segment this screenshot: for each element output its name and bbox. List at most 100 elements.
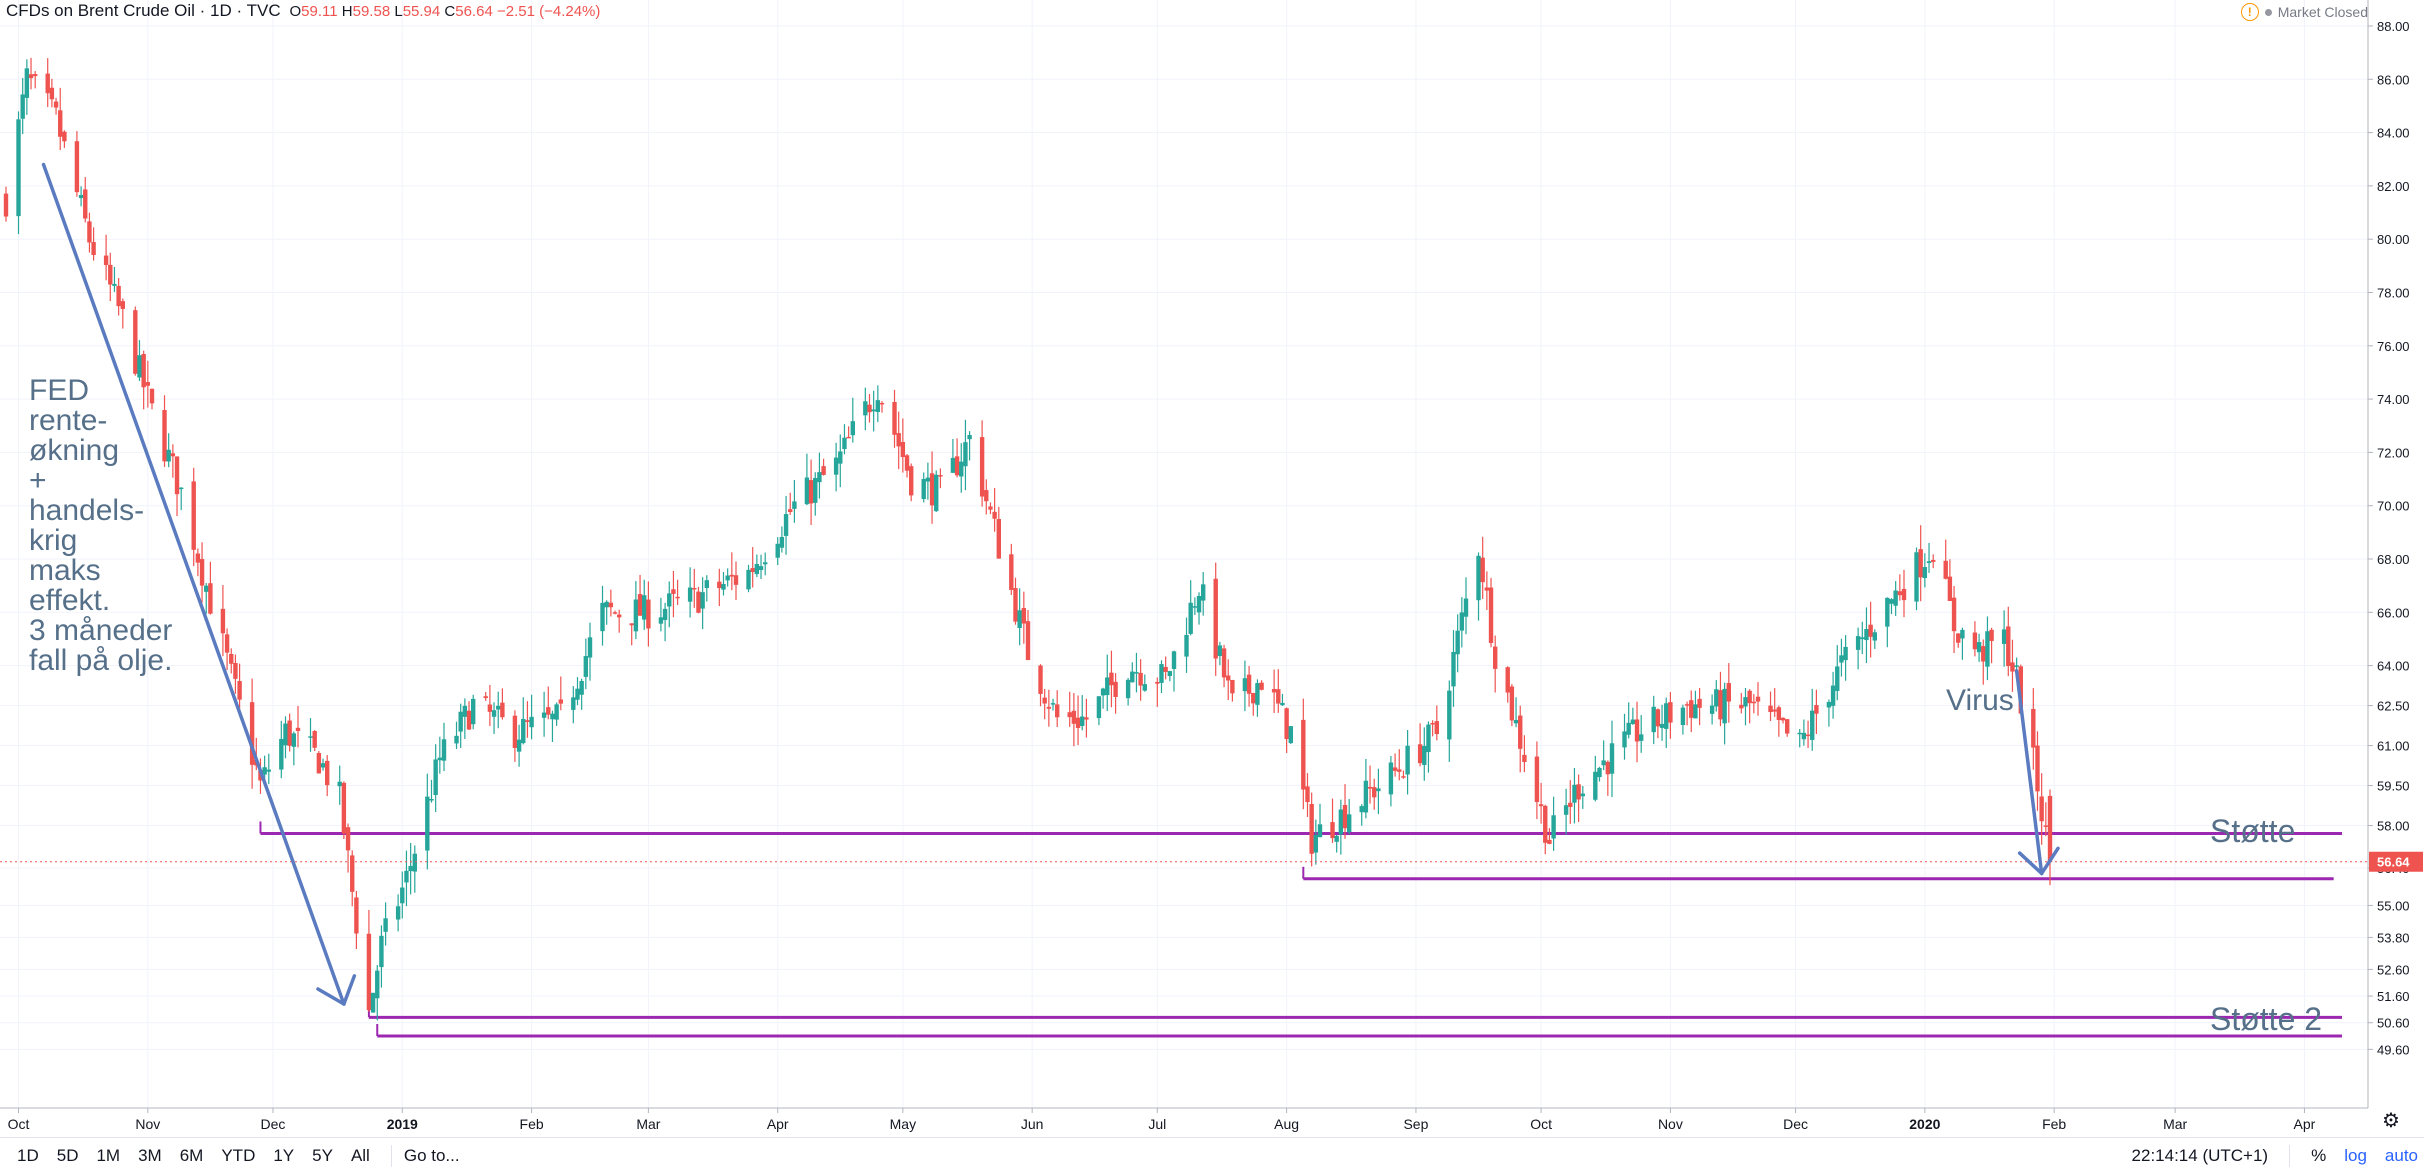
candle-body [1430,722,1435,725]
fed-annotation-line: krig [29,524,77,557]
fed-annotation-line: effekt. [29,584,110,617]
candle-body [2039,796,2044,822]
candle-body [1680,707,1686,726]
candle-body [366,933,372,1011]
range-3m-button[interactable]: 3M [138,1145,162,1165]
candle-body [921,478,926,500]
candle-body [1626,722,1631,735]
candle-body [1572,784,1577,803]
candle-body [1050,703,1056,705]
virus-trend-arrow-head [2017,851,2044,876]
candle-body [1009,554,1014,590]
candle-body [516,739,522,752]
log-scale-toggle[interactable]: log [2344,1145,2367,1165]
price-tick-label: 66.00 [2377,605,2410,620]
candle-body [1951,597,1957,632]
open-value: 59.11 [301,3,338,20]
candle-body [162,410,167,462]
candle-body [1401,776,1406,778]
candle-body [1972,632,1978,650]
time-tick-label: Mar [2163,1116,2187,1132]
toolbar-divider [2289,1144,2291,1167]
settings-gear-icon[interactable]: ⚙ [2382,1110,2400,1132]
virus-trend-arrow-head [2039,846,2060,876]
clock-timezone-button[interactable]: 22:14:14 (UTC+1) [2131,1145,2269,1165]
candle-body [938,475,943,477]
candle-body [1597,767,1602,778]
warning-icon[interactable]: ! [2240,3,2259,21]
candle-body [1392,767,1398,771]
range-5y-button[interactable]: 5Y [312,1145,333,1165]
candle-body [1213,578,1218,659]
candle-body [462,705,468,717]
time-tick-label: Apr [2294,1116,2316,1132]
price-tick-label: 55.00 [2377,898,2410,913]
candle-body [667,593,672,607]
goto-date-button[interactable]: Go to... [403,1145,460,1165]
candle-body [1543,805,1548,843]
candle-body [1630,719,1636,724]
auto-scale-toggle[interactable]: auto [2384,1145,2418,1165]
price-tick-label: 72.00 [2377,445,2410,460]
percent-scale-toggle[interactable]: % [2311,1145,2327,1165]
candle-body [1926,561,1932,564]
candle-body [2043,825,2049,827]
chart-grid [0,0,2368,1108]
candle-body [675,596,680,599]
price-axis: 49.6050.6051.6052.6053.8055.0056.4058.00… [2367,0,2423,1108]
candle-body [1914,552,1919,602]
candle-body [229,653,234,664]
candle-body [149,388,155,404]
candle-body [608,602,614,608]
candle-body [900,441,906,458]
last-price-label: 56.64 [2377,855,2410,870]
candle-body [1826,701,1832,708]
candle-body [404,870,409,883]
candle-body [170,453,176,457]
candle-body [583,656,589,677]
candle-body [1801,732,1807,740]
candle-body [1159,664,1164,683]
candle-body [204,585,209,592]
range-1d-button[interactable]: 1D [17,1145,39,1165]
candle-body [658,617,664,624]
candle-body [984,490,989,502]
candle-body [579,681,584,695]
candle-body [1167,671,1173,677]
candle-body [1664,703,1669,729]
candle-body [1405,745,1410,775]
range-all-button[interactable]: All [350,1145,370,1165]
symbol-header[interactable]: CFDs on Brent Crude Oil · 1D · TVC O59.1… [6,1,600,21]
fed-annotation-line: FED [29,374,89,407]
range-1y-button[interactable]: 1Y [273,1145,295,1165]
fed-annotation-line: maks [29,554,101,587]
symbol-title[interactable]: CFDs on Brent Crude Oil · 1D · TVC [6,1,281,20]
candle-body [1447,690,1452,740]
candle-body [483,696,488,699]
support-2-annotation-line: Støtte 2 [2210,1001,2322,1037]
range-6m-button[interactable]: 6M [179,1145,204,1165]
candle-body [729,574,735,577]
range-ytd-button[interactable]: YTD [221,1145,256,1165]
candle-body [179,487,184,490]
candle-body [2035,745,2040,792]
candle-body [1417,744,1423,764]
candle-body [350,855,355,892]
candle-body [1188,602,1193,634]
candle-body [988,506,993,510]
candle-body [571,697,576,710]
candle-body [750,568,755,573]
candle-body [62,131,67,142]
candle-body [979,437,985,497]
candle-body [266,769,271,772]
range-1m-button[interactable]: 1M [96,1145,121,1165]
candle-body [87,221,92,243]
price-chart[interactable]: FED rente-økning + handels-krig maks effekt. 3… [0,0,2424,1137]
candle-body [700,592,705,609]
candle-body [775,543,780,558]
candle-body [1697,698,1702,708]
time-tick-label: Feb [520,1116,544,1132]
candle-body [1580,793,1585,797]
range-5d-button[interactable]: 5D [56,1145,79,1165]
candle-body [24,68,30,98]
